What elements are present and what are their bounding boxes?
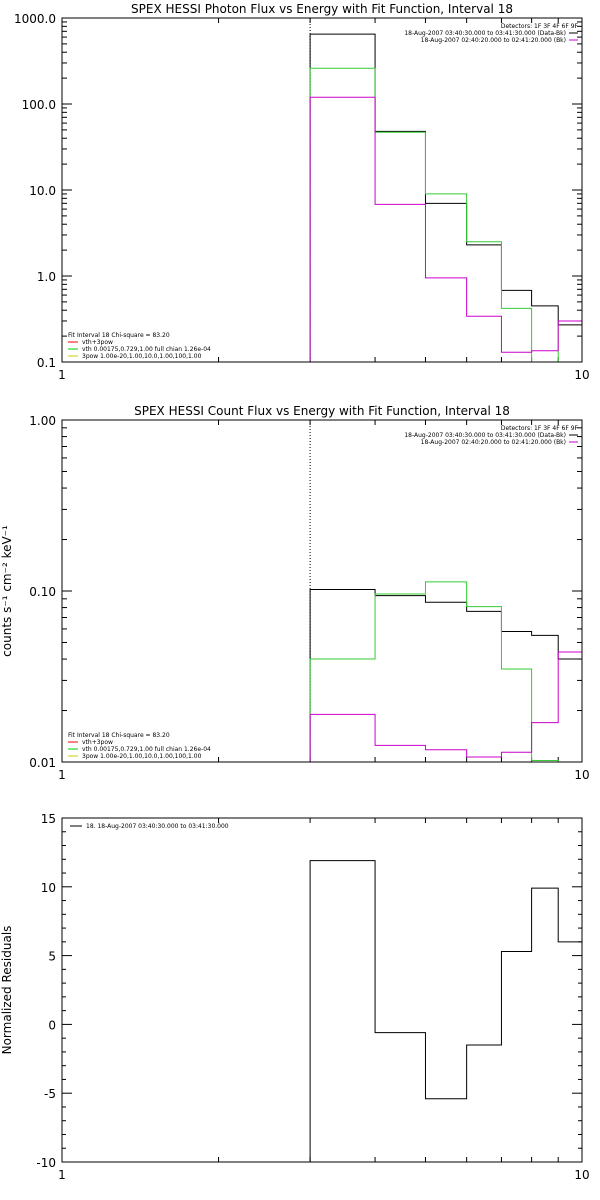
x-tick-label: 1 (58, 768, 66, 782)
legend-entry: 18-Aug-2007 02:40:20.000 to 02:41:20.000… (421, 439, 566, 446)
series-3-step-line (309, 96, 582, 362)
minor-ticks (62, 420, 582, 762)
series-group (309, 581, 582, 762)
y-tick-label: 10 (41, 881, 56, 895)
major-ticks (61, 17, 583, 363)
legend-entry: 18-Aug-2007 03:40:30.000 to 03:41:30.000… (404, 30, 566, 37)
x-tick-label: 10 (574, 368, 589, 382)
plot-frame (61, 419, 583, 763)
plot-frame (61, 17, 583, 363)
series-group (309, 860, 582, 1162)
y-tick-label: 5 (48, 950, 56, 964)
major-ticks (61, 817, 583, 1163)
y-tick-label: 1000.0 (14, 12, 56, 26)
minor-ticks (62, 18, 582, 362)
y-tick-label: -10 (36, 1156, 56, 1170)
series-1-step-line (309, 589, 582, 762)
y-tick-label: 1.0 (37, 270, 56, 284)
legend-entry: vth 0.00175,0.729,1.00 full chian 1.26e-… (82, 346, 211, 353)
series-group (309, 33, 582, 362)
x-tick-label: 10 (574, 768, 589, 782)
legend-entry: Detectors: 1F 3F 4F 6F 9F (501, 23, 579, 30)
legend-entry: 3pow 1.00e-20,1.00,10.0,1.00,100,1.00 (82, 753, 202, 760)
y-tick-label: 10.0 (29, 184, 56, 198)
x-tick-label: 10 (574, 1168, 589, 1182)
legend-entry: 3pow 1.00e-20,1.00,10.0,1.00,100,1.00 (82, 353, 202, 360)
legend-entry: 18-Aug-2007 03:40:30.000 to 03:41:30.000… (404, 432, 566, 439)
legend-entry: vth+3pow (82, 739, 113, 746)
y-tick-label: -5 (44, 1087, 56, 1101)
series-2-step-line (309, 67, 582, 362)
series-1-step-line (309, 860, 582, 1162)
chart-title: SPEX HESSI Photon Flux vs Energy with Fi… (131, 2, 513, 16)
legend-entry: vth+3pow (82, 339, 113, 346)
y-tick-label: 15 (41, 812, 56, 826)
plot-frame (61, 817, 583, 1163)
y-tick-label: 0.01 (29, 756, 56, 770)
y-tick-label: 0.1 (37, 356, 56, 370)
y-tick-label: 0 (48, 1018, 56, 1032)
y-axis-label: counts s⁻¹ cm⁻² keV⁻¹ (0, 525, 14, 657)
major-ticks (61, 419, 583, 763)
minor-ticks (62, 818, 582, 1162)
chart-panel-1: SPEX HESSI Photon Flux vs Energy with Fi… (14, 2, 590, 382)
y-axis-label: Normalized Residuals (0, 926, 14, 1055)
legend-entry: Fit Interval 18 Chi-square = 83.20 (68, 732, 170, 739)
y-tick-label: 0.10 (29, 585, 56, 599)
series-1-step-line (309, 33, 582, 362)
chart-panel-3: Normalized Residuals -10 -5 0 5 10 15 1 10 18. 18… (0, 812, 590, 1182)
y-tick-label: 1.00 (29, 414, 56, 428)
x-tick-label: 1 (58, 1168, 66, 1182)
legend-entry: Detectors: 1F 3F 4F 6F 9F (501, 425, 579, 432)
chart-panel-2: SPEX HESSI Count Flux vs Energy with Fit… (0, 404, 590, 782)
x-tick-label: 1 (58, 368, 66, 382)
legend-entry: vth 0.00175,0.729,1.00 full chian 1.26e-… (82, 746, 211, 753)
series-2-step-line (309, 581, 582, 762)
series-3-step-line (309, 651, 582, 762)
legend-entry: 18. 18-Aug-2007 03:40:30.000 to 03:41:30… (86, 823, 229, 830)
y-tick-label: 100.0 (22, 98, 56, 112)
legend-entry: Fit Interval 18 Chi-square = 83.20 (68, 332, 170, 339)
chart-title: SPEX HESSI Count Flux vs Energy with Fit… (134, 404, 510, 418)
legend-entry: 18-Aug-2007 02:40:20.000 to 02:41:20.000… (421, 37, 566, 44)
